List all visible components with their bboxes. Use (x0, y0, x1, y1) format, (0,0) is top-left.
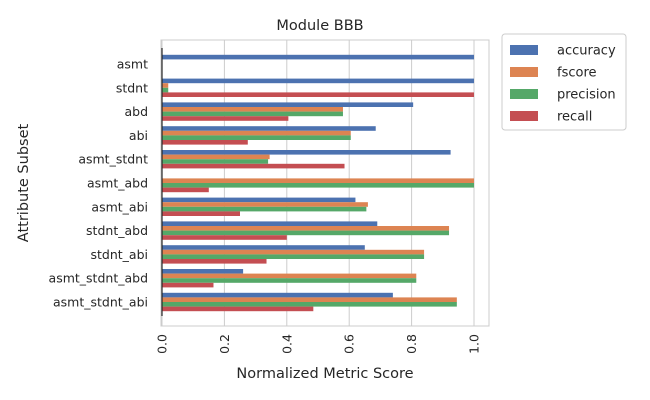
y-axis-label: Attribute Subset (16, 123, 32, 242)
bar-asmt_stdnt_abi-fscore (162, 297, 457, 302)
legend-swatch-accuracy (510, 45, 538, 55)
x-tick-labels: 0.0 0.2 0.4 0.6 0.8 1.0 (155, 334, 482, 354)
bar-stdnt_abi-recall (162, 259, 267, 264)
legend-label-fscore: fscore (557, 66, 597, 81)
plot-frame (160, 39, 490, 327)
bar-asmt_abd-recall (162, 187, 209, 193)
bar-stdnt-precision (162, 87, 169, 93)
bar-asmt_stdnt_abi-accuracy (162, 292, 393, 298)
bar-stdnt_abi-precision (162, 254, 425, 259)
x-tick-label: 0.6 (342, 334, 357, 354)
bar-abd-accuracy (162, 102, 414, 107)
x-axis-label: Normalized Metric Score (236, 366, 413, 382)
bar-stdnt_abi-fscore (162, 249, 425, 255)
legend-label-precision: precision (557, 88, 616, 103)
x-tick-label: 0.2 (217, 334, 232, 354)
bar-asmt_stdnt_abd-recall (162, 282, 214, 288)
bar-asmt_abd-precision (162, 183, 474, 188)
y-tick-label: stdnt_abd (86, 223, 148, 238)
y-tick-labels: asmt stdnt abd abi asmt_stdnt asmt_abd asmt_ab… (49, 57, 149, 310)
legend-swatch-recall (510, 111, 538, 121)
bar-abd-precision (162, 111, 343, 117)
legend-swatch-precision (510, 89, 538, 99)
bar-stdnt-accuracy (162, 78, 474, 84)
bar-asmt_stdnt-fscore (162, 154, 270, 160)
bar-asmt_stdnt-precision (162, 159, 269, 164)
legend-label-accuracy: accuracy (557, 44, 616, 59)
x-tick-label: 0.0 (155, 334, 170, 354)
y-tick-label: stdnt_abi (91, 247, 149, 262)
chart-title: Module BBB (276, 18, 363, 34)
y-tick-label: stdnt (116, 80, 148, 95)
bar-stdnt_abi-accuracy (162, 245, 365, 250)
bar-abd-fscore (162, 107, 343, 112)
bar-stdnt_abd-recall (162, 235, 287, 240)
bar-abi-precision (162, 135, 351, 140)
y-tick-label: abi (129, 128, 148, 143)
y-tick-label: asmt_abi (91, 199, 148, 214)
bar-asmt_abi-precision (162, 206, 367, 212)
bar-stdnt_abd-fscore (162, 226, 450, 231)
bar-asmt_stdnt_abd-accuracy (162, 269, 244, 274)
y-tick-label: asmt_stdnt_abi (53, 295, 148, 310)
bar-asmt-accuracy (162, 54, 474, 60)
bar-asmt_stdnt-accuracy (162, 150, 451, 155)
bar-stdnt_abd-accuracy (162, 221, 378, 226)
bar-asmt_abi-recall (162, 211, 240, 216)
bar-stdnt-fscore (162, 83, 169, 88)
x-tick-label: 0.8 (404, 334, 419, 354)
legend-swatch-fscore (510, 67, 538, 77)
y-tick-label: asmt (117, 57, 148, 72)
bar-stdnt-recall (162, 92, 474, 97)
bar-abi-accuracy (162, 126, 376, 131)
y-tick-label: abd (124, 104, 148, 119)
bar-asmt_abd-fscore (162, 178, 474, 183)
bar-asmt_abi-fscore (162, 202, 368, 207)
y-tick-label: asmt_stdnt (78, 152, 148, 167)
bar-asmt_stdnt_abi-precision (162, 302, 457, 307)
bars (162, 54, 474, 312)
bar-stdnt_abd-precision (162, 230, 450, 236)
bar-asmt_stdnt_abd-fscore (162, 273, 417, 279)
legend-frame (501, 33, 627, 131)
y-tick-label: asmt_stdnt_abd (49, 271, 148, 286)
bar-asmt_stdnt-recall (162, 163, 345, 169)
x-tick-label: 0.4 (279, 334, 294, 354)
y-tick-label: asmt_abd (87, 176, 148, 191)
bar-abd-recall (162, 116, 289, 121)
bar-abi-recall (162, 140, 248, 145)
bar-asmt_stdnt_abd-precision (162, 278, 417, 283)
bar-asmt_stdnt_abi-recall (162, 306, 314, 312)
bar-asmt_abi-accuracy (162, 197, 356, 203)
bar-abi-fscore (162, 130, 351, 136)
legend: accuracy fscore precision recall (501, 33, 627, 131)
x-tick-label: 1.0 (467, 334, 482, 354)
legend-label-recall: recall (557, 110, 592, 125)
